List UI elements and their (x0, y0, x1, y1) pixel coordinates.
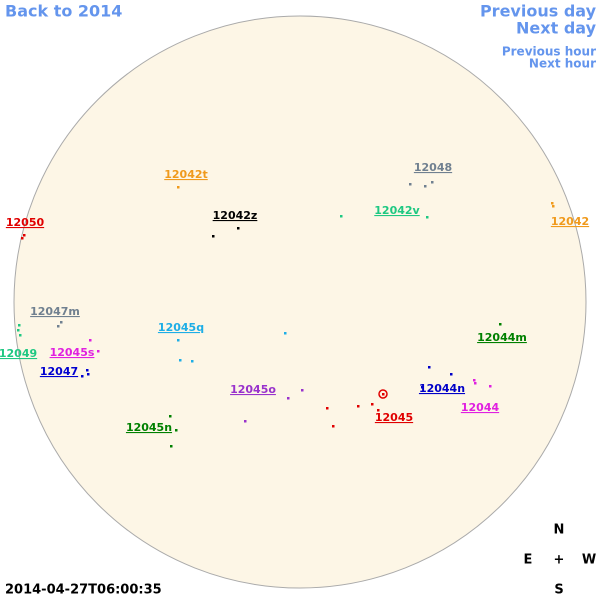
region-spot (18, 324, 21, 327)
compass-east: E (524, 553, 533, 568)
compass-south: S (554, 583, 563, 598)
region-label[interactable]: 12042v (374, 204, 420, 217)
region-spot (177, 186, 180, 189)
region-spot (287, 397, 290, 400)
region-spot (332, 425, 335, 428)
region-spot (89, 339, 92, 342)
region-spot (552, 205, 555, 208)
region-label[interactable]: 12044 (461, 401, 500, 414)
region-label[interactable]: 12044n (419, 382, 465, 395)
region-spot (357, 405, 360, 408)
region-spot (177, 339, 180, 342)
region-label[interactable]: 12044m (477, 331, 527, 344)
region-spot (170, 445, 173, 448)
region-spot (179, 359, 182, 362)
region-label[interactable]: 12045s (50, 346, 95, 359)
region-spot (371, 403, 374, 406)
solar-disk (13, 15, 587, 589)
region-spot (212, 235, 215, 238)
region-spot (424, 185, 427, 188)
region-spot (377, 409, 380, 412)
region-label[interactable]: 12050 (6, 216, 45, 229)
region-label[interactable]: 12042 (551, 215, 589, 228)
region-spot (301, 389, 304, 392)
region-spot (87, 373, 90, 376)
region-spot (60, 321, 63, 324)
region-label[interactable]: 12045o (230, 383, 276, 396)
region-spot (378, 389, 388, 399)
region-spot (86, 369, 89, 372)
region-spot (97, 350, 100, 353)
region-spot (473, 379, 476, 382)
region-spot (175, 429, 178, 432)
region-label[interactable]: 12049 (0, 347, 37, 360)
region-spot (489, 385, 492, 388)
region-spot (23, 234, 26, 237)
region-label[interactable]: 12048 (414, 161, 452, 174)
region-spot (340, 215, 343, 218)
region-spot (409, 183, 412, 186)
region-spot (21, 237, 24, 240)
region-label[interactable]: 12047m (30, 305, 80, 318)
previous-day-link[interactable]: Previous day (480, 2, 597, 21)
back-link[interactable]: Back to 2014 (5, 2, 122, 21)
region-spot (17, 329, 20, 332)
region-spot (237, 227, 240, 230)
region-spot (499, 323, 502, 326)
compass-center: + (554, 553, 565, 568)
region-spot (191, 360, 194, 363)
next-day-link[interactable]: Next day (516, 19, 597, 38)
next-hour-link[interactable]: Next hour (529, 57, 596, 71)
region-spot (382, 393, 385, 396)
region-label[interactable]: 12045 (375, 411, 413, 424)
region-spot (57, 325, 60, 328)
compass-west: W (582, 553, 596, 568)
region-spot (421, 386, 424, 389)
region-label[interactable]: 12047 (40, 365, 78, 378)
region-spot (326, 407, 329, 410)
region-label[interactable]: 12045n (126, 421, 172, 434)
compass-north: N (554, 523, 565, 538)
region-label[interactable]: 12042t (164, 168, 208, 181)
timestamp: 2014-04-27T06:00:35 (5, 583, 162, 598)
region-spot (169, 415, 172, 418)
region-spot (244, 420, 247, 423)
region-label[interactable]: 12045q (158, 321, 204, 334)
region-spot (474, 382, 477, 385)
region-label[interactable]: 12042z (213, 209, 258, 222)
region-spot (426, 216, 429, 219)
region-spot (428, 366, 431, 369)
region-spot (450, 373, 453, 376)
region-spot (81, 375, 84, 378)
region-spot (431, 181, 434, 184)
region-spot (551, 202, 554, 205)
previous-hour-link[interactable]: Previous hour (502, 45, 596, 59)
region-spot (284, 332, 287, 335)
region-spot (19, 334, 22, 337)
